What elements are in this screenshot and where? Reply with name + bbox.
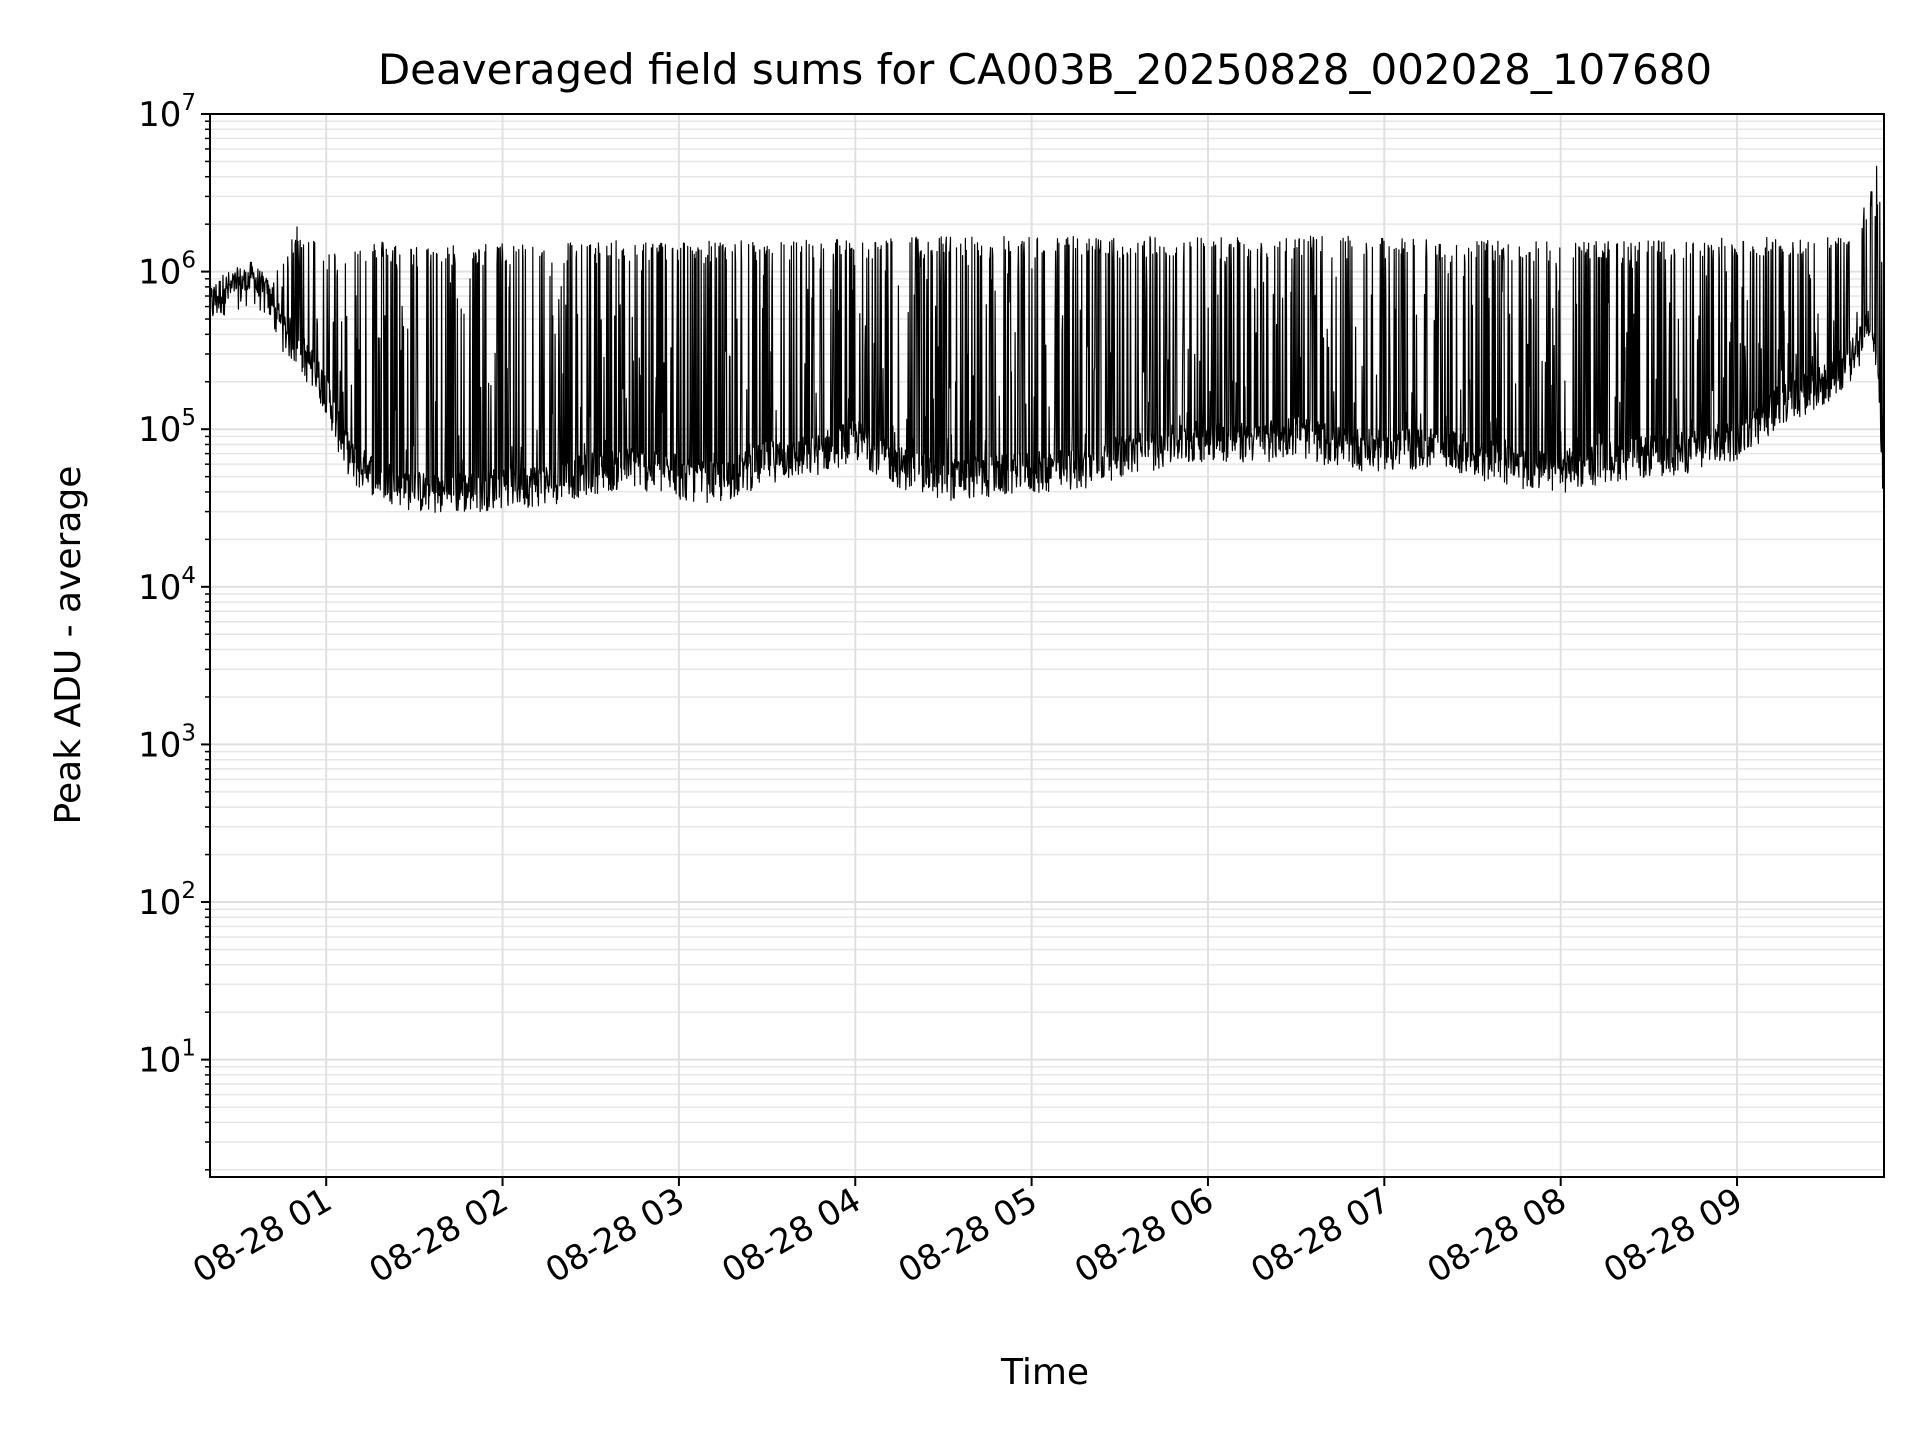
- y-tick-label-exponent: 1: [181, 1036, 196, 1062]
- y-tick-label-base: 10: [138, 1041, 181, 1081]
- series-line: [209, 165, 1885, 513]
- y-tick-label: 101: [138, 1036, 196, 1081]
- y-tick-label-base: 10: [138, 95, 181, 135]
- y-tick-label-exponent: 5: [181, 405, 196, 431]
- y-tick-label-base: 10: [138, 253, 181, 293]
- chart-title: Deaveraged field sums for CA003B_2025082…: [378, 45, 1712, 94]
- y-axis-label: Peak ADU - average: [48, 466, 89, 825]
- data-series-line: [209, 165, 1885, 513]
- y-tick-label: 105: [138, 405, 196, 450]
- y-tick-label-exponent: 2: [181, 878, 196, 904]
- y-tick-label: 102: [138, 878, 196, 923]
- y-tick-label-exponent: 6: [181, 248, 196, 274]
- y-tick-label-exponent: 4: [181, 563, 196, 589]
- y-tick-label-exponent: 3: [181, 720, 196, 746]
- y-tick-label-exponent: 7: [181, 90, 196, 116]
- y-tick-label: 104: [138, 563, 196, 608]
- y-tick-label-base: 10: [138, 725, 181, 765]
- plot-frame: [209, 113, 1885, 1178]
- y-tick-label: 103: [138, 720, 196, 765]
- y-tick-label-base: 10: [138, 568, 181, 608]
- y-tick-label: 106: [138, 248, 196, 293]
- y-tick-label-base: 10: [138, 883, 181, 923]
- x-axis-label: Time: [1000, 1352, 1089, 1393]
- y-tick-label: 107: [138, 90, 196, 135]
- y-tick-label-base: 10: [138, 410, 181, 450]
